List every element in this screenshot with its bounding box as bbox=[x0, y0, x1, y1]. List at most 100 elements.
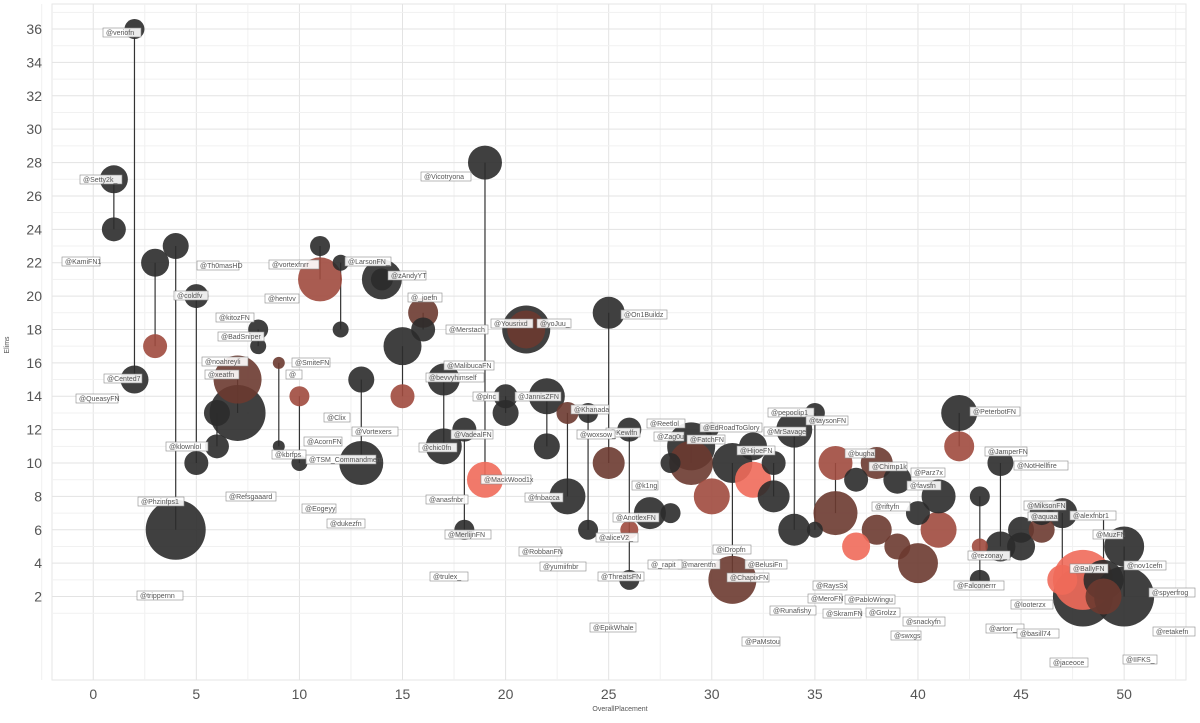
x-tick-label: 10 bbox=[292, 686, 308, 702]
point-label: @ChapixFN bbox=[726, 572, 770, 583]
x-axis-label: OverallPlacement bbox=[592, 706, 647, 713]
label-box bbox=[1049, 657, 1089, 668]
label-box bbox=[570, 404, 610, 415]
label-box bbox=[969, 406, 1021, 417]
label-text: @RaysSx bbox=[816, 583, 848, 590]
point-label: @noahreyli bbox=[201, 356, 249, 367]
label-text: @Runafishy bbox=[773, 608, 812, 615]
bubble-point bbox=[920, 511, 957, 548]
point-label: @Phzinfps1 bbox=[137, 496, 185, 507]
bubble-point bbox=[549, 478, 586, 515]
bubble-point bbox=[669, 441, 714, 486]
label-box bbox=[79, 174, 123, 185]
label-box bbox=[102, 27, 142, 38]
bubble-point bbox=[370, 268, 393, 291]
y-tick-label: 32 bbox=[26, 88, 42, 104]
bubble-point bbox=[905, 501, 930, 526]
point-label: @artorr_ bbox=[985, 623, 1025, 634]
y-tick-label: 14 bbox=[26, 388, 42, 404]
point-label: @bevvyhimself bbox=[425, 372, 485, 383]
x-tick-label: 0 bbox=[89, 686, 97, 702]
y-tick-label: 10 bbox=[26, 455, 42, 471]
point-label: @Cented7 bbox=[103, 373, 143, 384]
label-box bbox=[576, 429, 616, 440]
label-text: @JannisZFN bbox=[518, 394, 559, 401]
label-text: @IIFKS_ bbox=[1126, 657, 1155, 664]
point-label: @marentfn bbox=[677, 559, 721, 570]
y-tick-label: 2 bbox=[34, 589, 42, 605]
point-label: @coldfv bbox=[173, 290, 209, 301]
point-label: @FatchFN bbox=[686, 434, 726, 445]
label-text: @MackWood1x bbox=[484, 477, 534, 484]
label-text: @BallyFN bbox=[1073, 566, 1105, 573]
label-box bbox=[75, 393, 119, 404]
label-text: @aliceV2_ bbox=[599, 535, 633, 542]
label-box bbox=[418, 442, 458, 453]
point-label: @BadSniper bbox=[217, 331, 265, 342]
point-label: @Th0masHD bbox=[196, 260, 243, 271]
point-label: @Chimp1k bbox=[868, 461, 908, 472]
point-label: @vortexfnrr bbox=[268, 259, 320, 270]
y-tick-label: 34 bbox=[26, 54, 42, 70]
bubble-point bbox=[806, 521, 823, 538]
point-label: @IIFKS_ bbox=[1122, 654, 1158, 665]
label-text: @JamperFN bbox=[988, 449, 1028, 456]
label-text: @MuzFN bbox=[1096, 532, 1126, 539]
label-text: @ bbox=[289, 372, 296, 379]
y-tick-label: 16 bbox=[26, 355, 42, 371]
label-box bbox=[844, 448, 876, 459]
y-tick-label: 30 bbox=[26, 121, 42, 137]
label-text: @vortexfnrr bbox=[272, 262, 309, 269]
x-tick-label: 35 bbox=[807, 686, 823, 702]
bubble-point bbox=[310, 236, 331, 257]
label-box bbox=[807, 593, 843, 604]
point-label: @KamiFN1 bbox=[61, 256, 101, 267]
label-box bbox=[450, 429, 494, 440]
label-text: @chic0fn bbox=[422, 445, 451, 452]
point-label: @trippernn bbox=[136, 590, 184, 601]
point-label: @Vicotryona bbox=[420, 171, 472, 182]
label-box bbox=[646, 418, 686, 429]
label-text: @Setty2k_ bbox=[83, 177, 117, 184]
bubble-point bbox=[778, 513, 811, 546]
point-label: @BallyFN bbox=[1069, 563, 1109, 574]
label-text: @snackyfn bbox=[906, 619, 941, 626]
label-text: @Eogeyy bbox=[305, 506, 336, 513]
label-text: @jaceoce bbox=[1053, 660, 1084, 667]
label-box bbox=[136, 590, 184, 601]
point-label: @AcornFN bbox=[303, 436, 343, 447]
label-box bbox=[472, 391, 500, 402]
label-box bbox=[906, 480, 942, 491]
label-box bbox=[514, 391, 562, 402]
label-box bbox=[910, 467, 946, 478]
label-box bbox=[225, 491, 277, 502]
label-text: @TSM_Commandment bbox=[309, 457, 383, 464]
point-label: @k1ng bbox=[631, 480, 659, 491]
point-label: @yumiifnbr bbox=[539, 561, 587, 572]
label-text: @_joefn bbox=[411, 295, 437, 302]
label-box bbox=[589, 622, 637, 633]
label-text: @MiksonFN bbox=[1027, 503, 1066, 510]
bubble-point bbox=[971, 538, 988, 555]
label-text: @BelusiFn bbox=[748, 562, 782, 569]
label-box bbox=[536, 318, 572, 329]
point-label: @SkramFN bbox=[822, 608, 863, 619]
y-tick-label: 18 bbox=[26, 321, 42, 337]
label-box bbox=[865, 607, 901, 618]
label-text: @Reetlol bbox=[650, 421, 679, 428]
point-label: @spyerfrog bbox=[1148, 587, 1196, 598]
bubble-point bbox=[592, 447, 625, 480]
bubble-point bbox=[143, 334, 168, 359]
label-text: @PeterbotFN bbox=[973, 409, 1016, 416]
bubble-point bbox=[941, 394, 978, 431]
label-box bbox=[429, 571, 469, 582]
label-text: @MrSavage bbox=[767, 429, 806, 436]
y-tick-label: 24 bbox=[26, 221, 42, 237]
label-text: @MerlijnFN bbox=[448, 532, 485, 539]
label-text: @taysonFN bbox=[809, 418, 846, 425]
point-label: @EpikWhale bbox=[589, 622, 637, 633]
label-box bbox=[425, 372, 485, 383]
point-label: @Refsgaaard bbox=[225, 491, 277, 502]
point-label: @pepoclip1 bbox=[767, 407, 815, 418]
